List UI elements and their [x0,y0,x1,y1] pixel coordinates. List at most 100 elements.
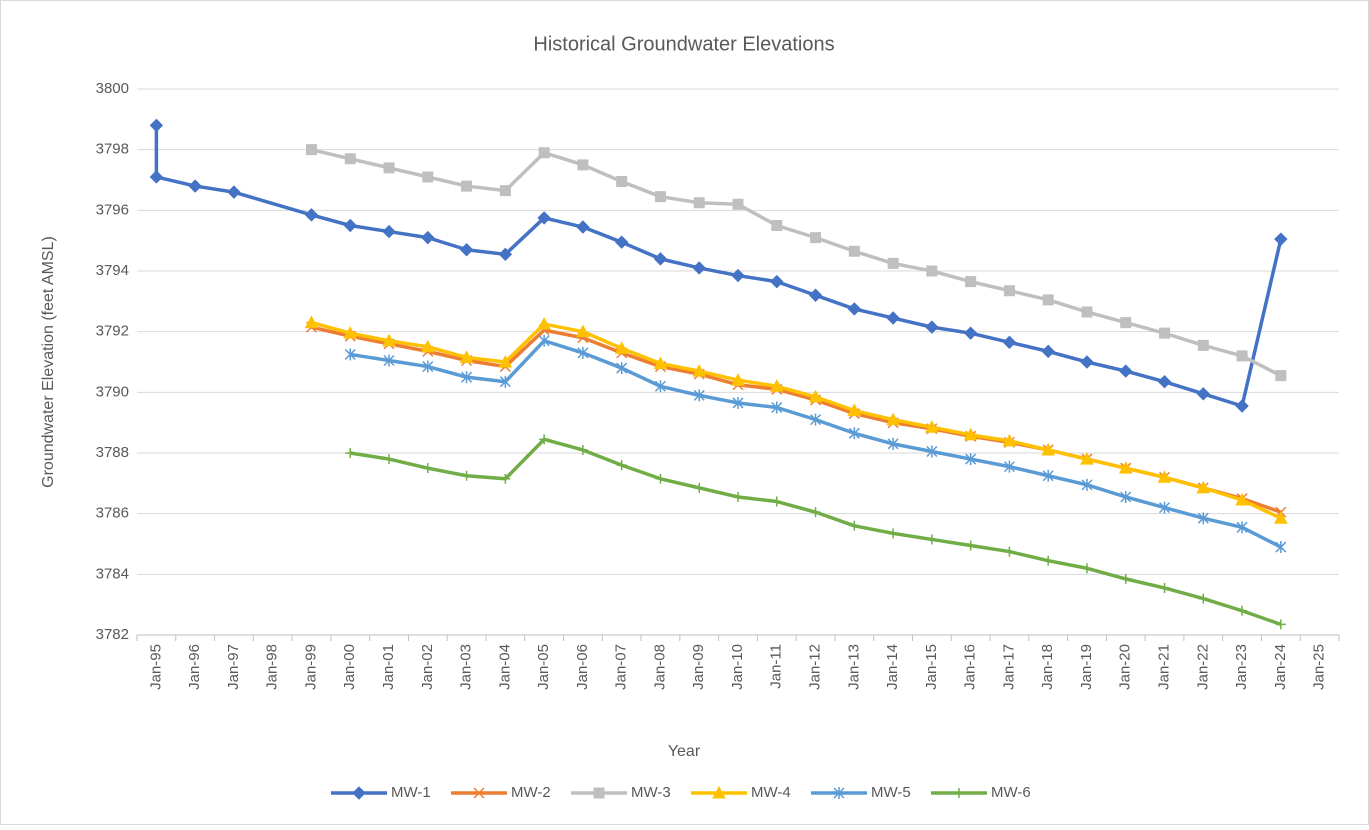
x-tick-label: Jan-21 [1155,644,1172,690]
x-tick-label: Jan-07 [613,644,630,690]
data-point [1080,355,1094,369]
data-point [733,491,743,502]
data-point [810,232,822,244]
x-tick-label: Jan-97 [225,644,242,690]
data-point [1081,306,1093,318]
data-point [1041,344,1055,359]
data-point [499,185,511,197]
series [305,144,1287,382]
data-point [847,403,862,417]
data-point [926,265,938,277]
data-point [227,185,241,199]
data-point [1159,327,1171,339]
data-point [1274,232,1288,246]
data-point [771,220,783,231]
data-point [692,364,707,377]
x-tick-label: Jan-17 [1000,644,1017,690]
data-point [1236,521,1248,534]
x-tick-label: Jan-20 [1117,644,1134,690]
x-tick-label: Jan-95 [147,644,164,690]
data-point [887,437,899,450]
series-line [311,320,1282,520]
data-point [577,159,589,171]
x-tick-label: Jan-25 [1311,644,1328,690]
data-point [461,180,473,192]
legend-label: MW-4 [751,784,791,801]
data-point [731,373,745,386]
y-tick-label: 3792 [96,323,129,340]
data-point [382,333,396,347]
data-point [1235,492,1249,506]
data-point [538,147,550,159]
data-point [537,317,551,330]
x-tick-label: Jan-24 [1272,644,1289,690]
data-point [1157,375,1172,389]
x-tick-label: Jan-10 [729,644,746,690]
data-point [1275,541,1287,554]
data-point [498,247,513,262]
series [344,334,1287,554]
x-tick-label: Jan-02 [419,644,436,690]
data-point [654,380,666,393]
data-point [1159,582,1170,593]
data-point [149,170,164,184]
legend-label: MW-3 [631,784,671,801]
data-point [421,230,435,245]
y-tick-label: 3782 [96,626,129,643]
x-tick-label: Jan-03 [458,644,475,690]
y-tick-label: 3784 [96,565,129,582]
data-point [343,218,357,233]
data-point [693,197,705,209]
data-point [1003,285,1015,297]
x-tick-label: Jan-16 [962,644,979,690]
data-point [965,540,976,551]
data-point [616,460,627,471]
data-point [925,420,939,433]
y-tick-label: 3800 [96,80,129,97]
data-point [305,144,317,156]
data-point [926,445,938,458]
data-point [499,375,511,388]
data-point [304,315,319,329]
data-point [848,245,860,257]
data-point [692,261,706,275]
data-point [847,302,862,316]
legend-marker [712,785,726,799]
data-point [1237,605,1248,616]
data-point [1196,480,1211,494]
data-point [655,473,666,484]
data-point [576,324,590,338]
x-tick-label: Jan-08 [651,644,668,690]
data-point [383,354,395,367]
data-point [963,326,978,340]
data-point [614,235,629,249]
data-point [694,482,705,493]
data-point [344,348,356,361]
data-point [808,288,823,302]
legend-label: MW-5 [871,784,911,801]
data-point [576,220,590,234]
data-point [422,171,434,183]
data-point [1275,619,1286,630]
series [149,118,1288,413]
data-point [1158,501,1171,514]
series [304,315,1288,524]
data-point [577,346,589,359]
data-point [383,162,395,174]
x-tick-label: Jan-23 [1233,644,1250,690]
data-point [732,198,744,210]
data-point [693,389,705,402]
data-point [965,453,977,466]
data-point [888,528,899,539]
legend-marker [352,786,366,800]
legend-label: MW-6 [991,784,1031,801]
data-point [149,118,164,133]
data-point [382,224,396,239]
data-point [1004,546,1015,557]
data-point [538,334,550,347]
data-point [188,179,202,193]
data-point [539,434,550,445]
y-tick-label: 3796 [96,201,129,218]
data-point [1002,335,1017,349]
